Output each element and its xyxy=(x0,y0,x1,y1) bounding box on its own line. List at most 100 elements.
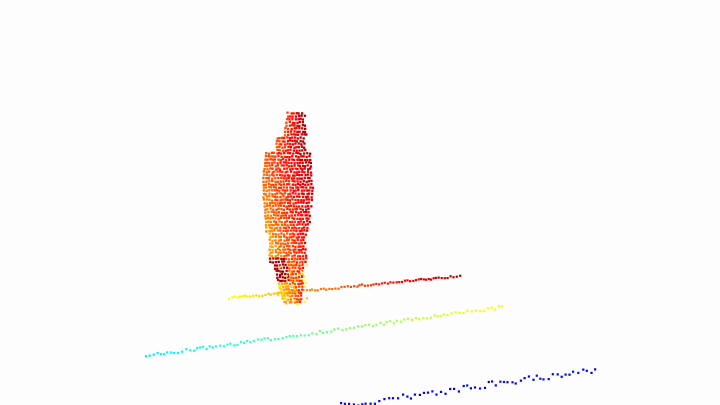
point xyxy=(289,204,293,207)
point xyxy=(285,186,288,189)
point xyxy=(292,262,295,265)
point xyxy=(299,232,302,235)
point xyxy=(388,320,392,323)
point xyxy=(277,282,281,285)
point xyxy=(293,121,296,125)
point xyxy=(274,239,277,242)
point xyxy=(265,220,268,224)
point xyxy=(289,271,292,274)
point xyxy=(274,183,278,186)
point xyxy=(273,264,277,267)
point xyxy=(288,260,291,264)
point xyxy=(274,233,277,236)
point xyxy=(311,332,314,335)
point xyxy=(282,186,285,189)
point xyxy=(278,190,281,193)
point xyxy=(277,294,280,297)
point xyxy=(267,292,270,295)
point xyxy=(270,173,274,176)
point xyxy=(263,168,266,171)
point xyxy=(306,176,310,179)
point xyxy=(270,227,274,230)
point xyxy=(290,289,293,292)
point xyxy=(301,164,305,167)
point xyxy=(276,229,280,232)
point xyxy=(310,205,313,208)
point xyxy=(280,136,284,139)
point xyxy=(400,320,403,323)
point xyxy=(274,165,277,168)
point xyxy=(303,285,306,288)
point xyxy=(272,208,275,211)
point xyxy=(431,390,434,393)
point xyxy=(289,148,292,151)
point xyxy=(290,264,293,267)
point xyxy=(267,220,270,223)
point xyxy=(300,251,303,254)
point xyxy=(364,402,367,405)
point xyxy=(284,143,287,146)
point xyxy=(296,238,299,241)
point xyxy=(152,353,155,356)
point xyxy=(284,226,288,230)
point xyxy=(296,182,300,186)
point xyxy=(274,193,277,196)
point xyxy=(294,288,297,291)
point xyxy=(483,386,487,389)
point xyxy=(271,261,274,264)
point xyxy=(272,257,275,260)
point xyxy=(306,159,309,162)
point xyxy=(306,297,308,300)
point xyxy=(497,305,500,308)
point xyxy=(298,264,301,267)
point xyxy=(395,281,398,284)
point xyxy=(292,195,296,198)
point xyxy=(294,248,297,251)
point xyxy=(295,186,298,189)
point xyxy=(271,171,274,174)
point xyxy=(298,158,301,161)
point xyxy=(286,229,290,232)
point xyxy=(299,117,302,120)
point xyxy=(274,223,278,226)
point xyxy=(296,195,299,198)
point xyxy=(286,111,289,114)
point xyxy=(303,124,307,127)
point xyxy=(302,275,305,278)
point xyxy=(277,269,280,273)
point xyxy=(293,257,297,260)
point xyxy=(383,398,386,401)
point xyxy=(281,276,284,279)
point xyxy=(286,294,289,297)
point xyxy=(296,261,299,264)
point xyxy=(291,255,294,258)
point xyxy=(435,393,438,396)
point xyxy=(297,146,300,149)
point xyxy=(301,275,304,278)
point xyxy=(474,309,477,312)
point xyxy=(285,196,288,199)
point xyxy=(289,298,293,301)
point xyxy=(291,266,294,269)
point xyxy=(292,112,295,115)
point xyxy=(283,293,286,296)
point xyxy=(280,254,283,258)
point xyxy=(308,214,311,217)
point xyxy=(303,142,306,145)
point xyxy=(296,217,299,221)
point xyxy=(275,292,278,295)
point xyxy=(281,211,284,214)
point xyxy=(306,195,310,198)
point xyxy=(348,326,351,330)
point xyxy=(283,260,286,263)
point xyxy=(455,275,458,278)
point xyxy=(341,328,344,332)
point xyxy=(231,296,234,299)
point xyxy=(369,402,372,405)
point xyxy=(285,161,288,164)
point xyxy=(296,168,299,171)
point xyxy=(280,143,283,146)
point xyxy=(305,208,308,211)
point xyxy=(409,280,412,283)
